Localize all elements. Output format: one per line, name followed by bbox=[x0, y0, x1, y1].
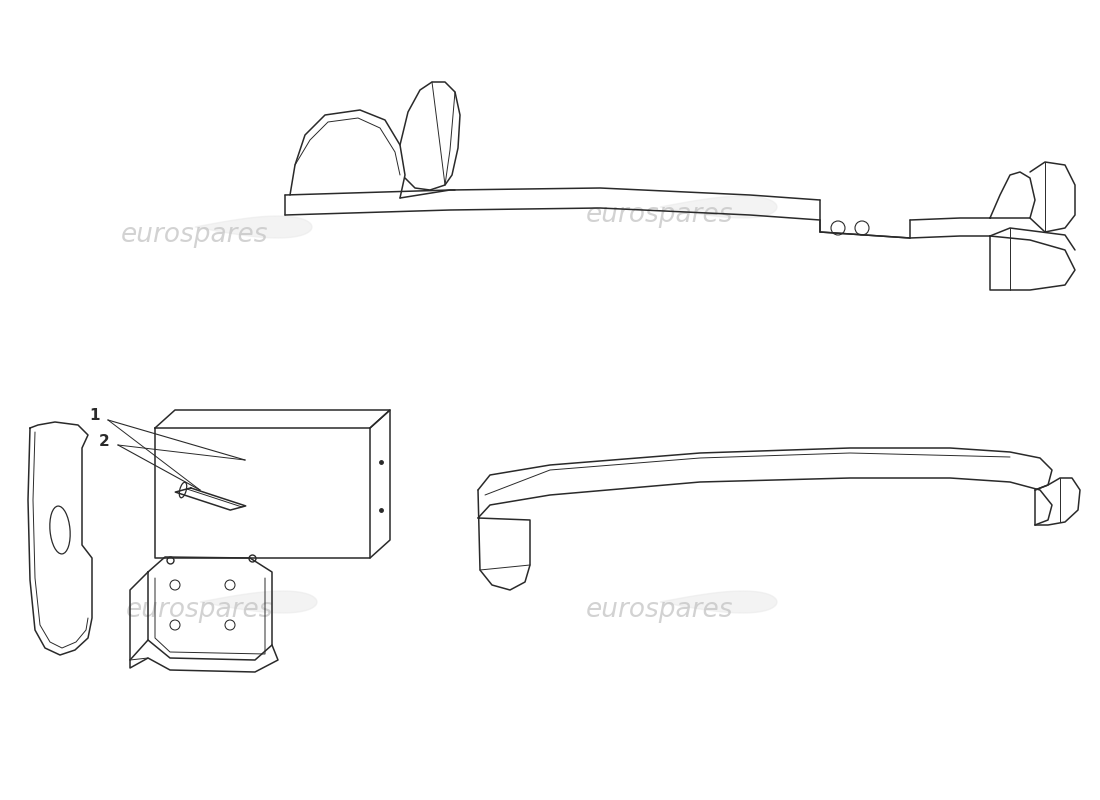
Polygon shape bbox=[660, 591, 777, 613]
Text: eurospares: eurospares bbox=[121, 222, 268, 248]
Text: eurospares: eurospares bbox=[586, 202, 734, 228]
Polygon shape bbox=[660, 196, 777, 218]
Text: 2: 2 bbox=[99, 434, 110, 449]
Polygon shape bbox=[200, 591, 317, 613]
Polygon shape bbox=[195, 216, 312, 238]
Text: 1: 1 bbox=[89, 409, 100, 423]
Text: eurospares: eurospares bbox=[126, 597, 274, 623]
Text: eurospares: eurospares bbox=[586, 597, 734, 623]
